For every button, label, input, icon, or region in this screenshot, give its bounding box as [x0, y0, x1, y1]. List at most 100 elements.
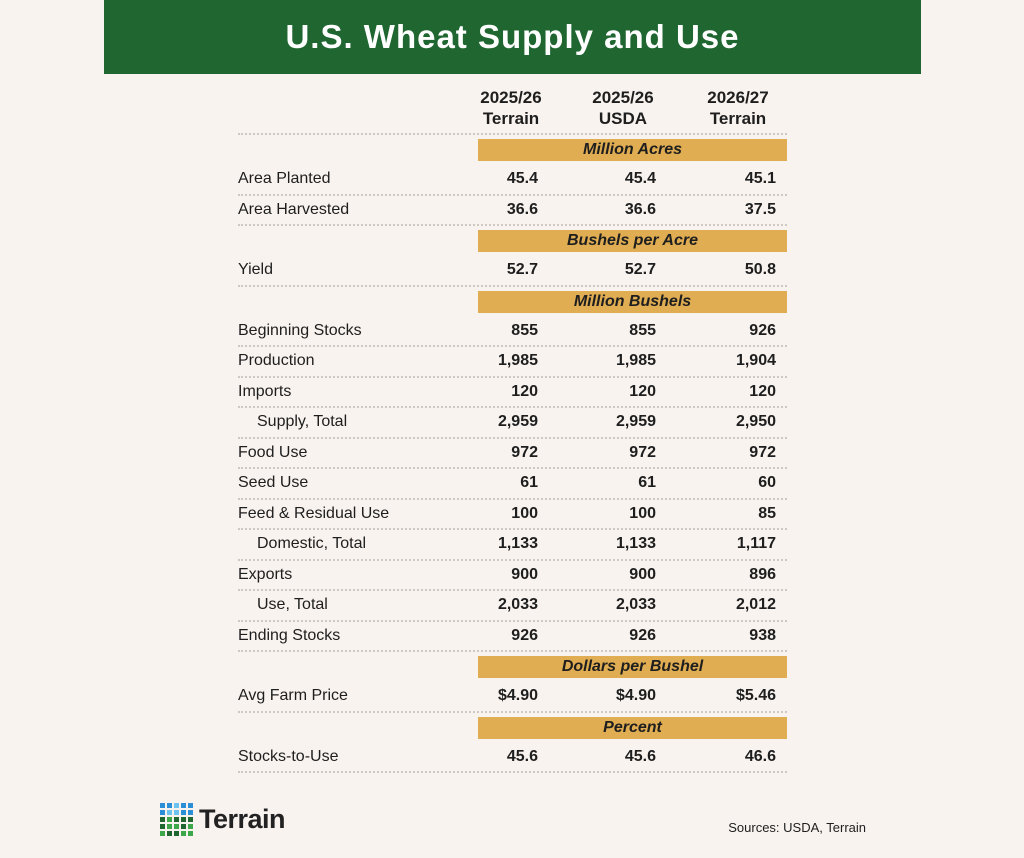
table-row: Area Harvested 36.6 36.6 37.5 [238, 196, 787, 225]
column-source: Terrain [482, 109, 540, 128]
logo-dot [167, 824, 172, 829]
row-value: 50.8 [744, 261, 776, 279]
row-value: 1,985 [497, 352, 538, 370]
logo-text: Terrain [199, 804, 286, 834]
column-year: 2025/26 [592, 88, 654, 107]
logo-dot [160, 810, 165, 815]
title-banner: U.S. Wheat Supply and Use [104, 0, 921, 74]
row-value: 120 [629, 382, 656, 400]
divider [238, 133, 787, 135]
logo-dot [181, 810, 186, 815]
row-value: 2,012 [735, 596, 776, 614]
table-row: Yield 52.7 52.7 50.8 [238, 256, 787, 285]
unit-band: Million Bushels [478, 290, 787, 313]
row-value: 100 [511, 504, 538, 522]
row-label: Imports [238, 382, 292, 400]
column-header: 2026/27 Terrain [683, 87, 793, 129]
row-value: 1,133 [615, 535, 656, 553]
divider [238, 224, 787, 226]
row-value: 1,985 [615, 352, 656, 370]
row-value: 938 [749, 626, 776, 644]
divider [238, 497, 787, 500]
divider [238, 650, 787, 652]
row-value: 855 [629, 321, 656, 339]
row-value: 896 [749, 565, 776, 583]
divider [238, 467, 787, 469]
table-row: Imports 120 120 120 [238, 378, 787, 407]
row-value: 61 [638, 474, 656, 492]
logo-dot [167, 817, 172, 822]
row-value: 45.4 [506, 170, 538, 188]
unit-band: Million Acres [478, 139, 787, 161]
logo-dot [174, 831, 179, 836]
logo-dot [188, 831, 193, 836]
row-value: 2,959 [497, 413, 538, 431]
table-row: Stocks-to-Use 45.6 45.6 46.6 [238, 743, 787, 772]
terrain-logo: Terrain [160, 803, 286, 836]
row-value: 36.6 [506, 200, 538, 218]
column-year: 2026/27 [707, 88, 769, 107]
unit-band-row: Bushels per Acre [238, 226, 787, 256]
divider [238, 345, 787, 347]
logo-dot [160, 817, 165, 822]
row-value: 60 [758, 474, 776, 492]
row-value: 45.6 [506, 747, 538, 765]
unit-band: Bushels per Acre [478, 230, 787, 252]
row-value: 46.6 [744, 747, 776, 765]
unit-band: Percent [478, 716, 787, 739]
unit-band: Dollars per Bushel [478, 656, 787, 678]
row-label: Beginning Stocks [238, 321, 362, 339]
row-label: Stocks-to-Use [238, 747, 339, 765]
logo-dot [188, 803, 193, 808]
row-label: Food Use [238, 443, 308, 461]
divider [238, 589, 787, 591]
row-value: 45.1 [744, 170, 776, 188]
column-header: 2025/26 USDA [568, 87, 678, 129]
logo-dot [174, 810, 179, 815]
table-row: Use, Total 2,033 2,033 2,012 [238, 591, 787, 620]
logo-dot [181, 803, 186, 808]
row-value: 972 [629, 443, 656, 461]
unit-band-row: Million Bushels [238, 287, 787, 317]
logo-dot [160, 824, 165, 829]
row-value: 2,959 [615, 413, 656, 431]
row-value: 37.5 [744, 200, 776, 218]
row-value: 1,133 [497, 535, 538, 553]
column-source: Terrain [709, 109, 767, 128]
row-label: Domestic, Total [257, 535, 367, 553]
divider [238, 528, 787, 530]
supply-use-table: Million Acres Area Planted 45.4 45.4 45.1 Are… [238, 133, 787, 773]
divider [238, 619, 787, 622]
row-label: Yield [238, 261, 273, 279]
table-row: Food Use 972 972 972 [238, 439, 787, 468]
row-label: Ending Stocks [238, 626, 341, 644]
table-row: Ending Stocks 926 926 938 [238, 622, 787, 651]
row-label: Avg Farm Price [238, 687, 348, 705]
table-row: Feed & Residual Use 100 100 85 [238, 500, 787, 529]
divider [238, 375, 787, 378]
row-label: Seed Use [238, 474, 309, 492]
row-value: 972 [511, 443, 538, 461]
logo-dot [167, 810, 172, 815]
logo-dot [174, 817, 179, 822]
row-value: 52.7 [624, 261, 656, 279]
row-value: 120 [511, 382, 538, 400]
divider [238, 284, 787, 287]
divider [238, 771, 787, 773]
divider [238, 558, 787, 561]
table-row: Avg Farm Price $4.90 $4.90 $5.46 [238, 682, 787, 711]
logo-dot [181, 831, 186, 836]
sources-note: Sources: USDA, Terrain [728, 820, 866, 835]
table-row: Area Planted 45.4 45.4 45.1 [238, 165, 787, 194]
logo-dot [188, 817, 193, 822]
row-value: 2,033 [497, 596, 538, 614]
logo-dot [167, 803, 172, 808]
row-label: Use, Total [257, 596, 328, 614]
column-year: 2025/26 [480, 88, 542, 107]
unit-band-row: Percent [238, 713, 787, 743]
row-value: $4.90 [497, 687, 538, 705]
row-value: 1,117 [736, 535, 776, 553]
logo-dot [181, 824, 186, 829]
row-label: Production [238, 352, 315, 370]
row-value: 2,950 [735, 413, 776, 431]
